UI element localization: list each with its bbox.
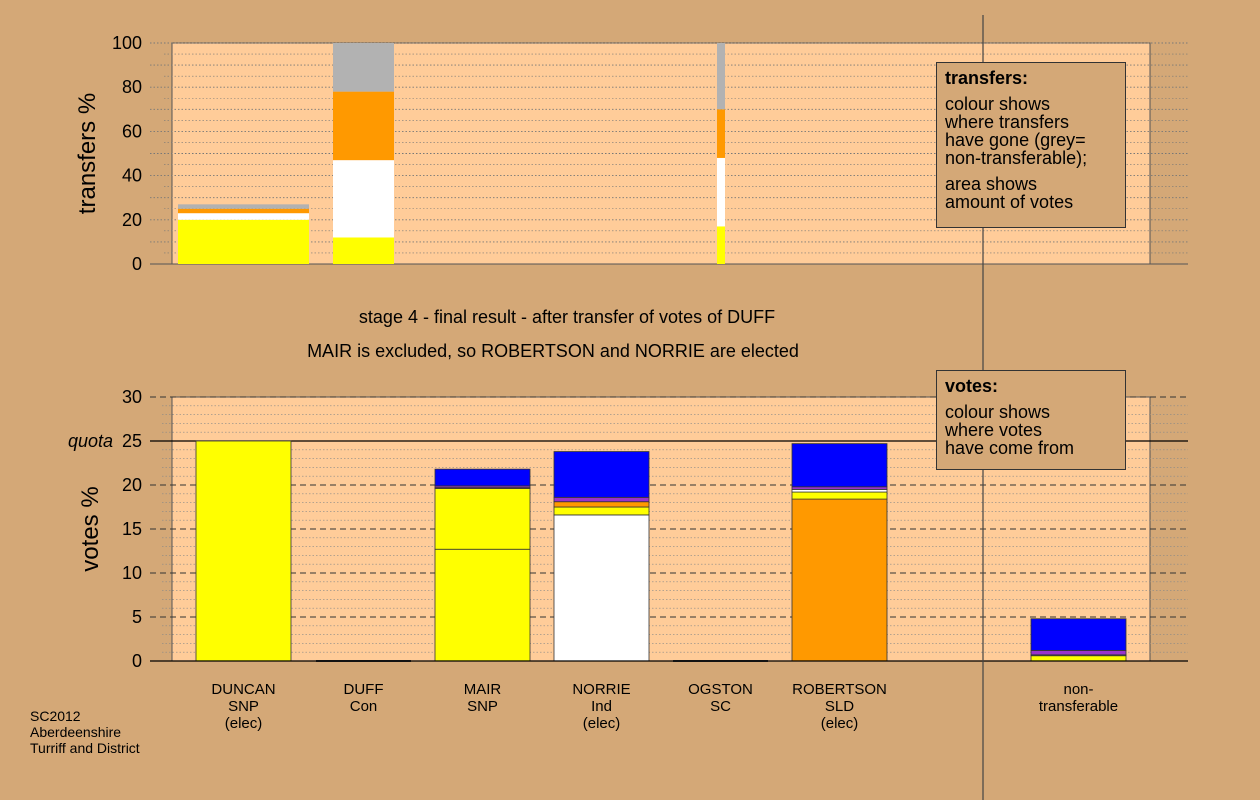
vote-bar-segment	[553, 506, 650, 516]
transfer-bar-segment	[178, 213, 309, 220]
category-label: Con	[350, 698, 378, 715]
category-label: OGSTON	[688, 681, 753, 698]
legend-transfers-line: amount of votes	[945, 192, 1074, 212]
category-label: DUFF	[344, 681, 384, 698]
transfer-bar-segment	[178, 204, 309, 209]
vote-bar-segment	[553, 496, 650, 503]
votes-y-tick: 15	[122, 519, 142, 539]
transfer-bar-segment	[178, 219, 309, 264]
category-label: MAIR	[464, 681, 502, 698]
quota-label: quota	[68, 431, 113, 451]
footer-line: SC2012	[30, 708, 81, 724]
legend-votes-line: where votes	[945, 420, 1043, 440]
category-label: ROBERTSON	[792, 681, 887, 698]
vote-bar-segment	[434, 488, 531, 550]
votes-y-tick: 30	[122, 387, 142, 407]
category-label: NORRIE	[572, 681, 630, 698]
category-label: non-	[1063, 681, 1093, 698]
transfer-bar-segment	[333, 91, 394, 161]
vote-bar-segment	[195, 440, 292, 662]
vote-bar-segment	[434, 548, 531, 662]
transfer-bar-segment	[333, 160, 394, 238]
transfers-y-tick: 60	[122, 121, 142, 141]
transfer-bar-segment	[717, 109, 725, 158]
category-label: SNP	[467, 698, 498, 715]
transfer-bar-segment	[333, 43, 394, 92]
vote-bar-segment	[791, 443, 888, 488]
category-label: (elec)	[225, 715, 263, 732]
legend-transfers-line: have gone (grey=	[945, 130, 1086, 150]
legend-transfers-line: where transfers	[945, 112, 1070, 132]
vote-bar-segment	[434, 468, 531, 487]
votes-y-tick: 25	[122, 431, 142, 451]
vote-bar-segment	[791, 498, 888, 662]
transfer-bar-segment	[717, 157, 725, 227]
transfers-y-label: transfers %	[74, 93, 101, 214]
legend-transfers-line: non-transferable);	[945, 148, 1088, 168]
votes-y-tick: 20	[122, 475, 142, 495]
transfers-y-tick: 80	[122, 77, 142, 97]
chart-title-line2: MAIR is excluded, so ROBERTSON and NORRI…	[307, 341, 799, 361]
vote-bar-segment	[1030, 655, 1127, 662]
legend-transfers: transfers: colour shows where transfers …	[936, 62, 1126, 228]
category-label: DUNCAN	[211, 681, 275, 698]
transfers-y-tick: 20	[122, 210, 142, 230]
vote-bar-segment	[791, 491, 888, 500]
category-label: Ind	[591, 698, 612, 715]
transfer-bar-segment	[178, 208, 309, 214]
votes-y-tick: 0	[132, 651, 142, 671]
legend-transfers-line: colour shows	[945, 94, 1051, 114]
transfer-bar-segment	[717, 226, 725, 264]
vote-bar-segment	[553, 451, 650, 498]
transfer-bar-segment	[333, 237, 394, 264]
footer-line: Turriff and District	[30, 740, 140, 756]
legend-transfers-heading: transfers:	[945, 68, 1029, 88]
category-label: transferable	[1039, 698, 1118, 715]
legend-votes: votes: colour shows where votes have com…	[936, 370, 1126, 470]
transfer-bar-segment	[717, 43, 725, 110]
category-label: SC	[710, 698, 731, 715]
category-label: (elec)	[821, 715, 859, 732]
vote-bar-segment	[1030, 650, 1127, 656]
legend-votes-heading: votes:	[945, 376, 999, 396]
votes-y-tick: 10	[122, 563, 142, 583]
footer-line: Aberdeenshire	[30, 724, 121, 740]
category-label: SNP	[228, 698, 259, 715]
transfers-y-tick: 100	[112, 33, 142, 53]
votes-y-tick: 5	[132, 607, 142, 627]
vote-bar-segment	[553, 514, 650, 662]
legend-transfers-line: area shows	[945, 174, 1038, 194]
category-label: SLD	[825, 698, 854, 715]
transfers-y-tick: 40	[122, 166, 142, 186]
category-label: (elec)	[583, 715, 621, 732]
legend-votes-line: colour shows	[945, 402, 1051, 422]
legend-votes-line: have come from	[945, 438, 1075, 458]
vote-bar-segment	[1030, 618, 1127, 651]
vote-bar-segment	[553, 501, 650, 508]
transfers-y-tick: 0	[132, 254, 142, 274]
votes-y-label: votes %	[77, 486, 104, 571]
chart-title-line1: stage 4 - final result - after transfer …	[359, 307, 775, 327]
